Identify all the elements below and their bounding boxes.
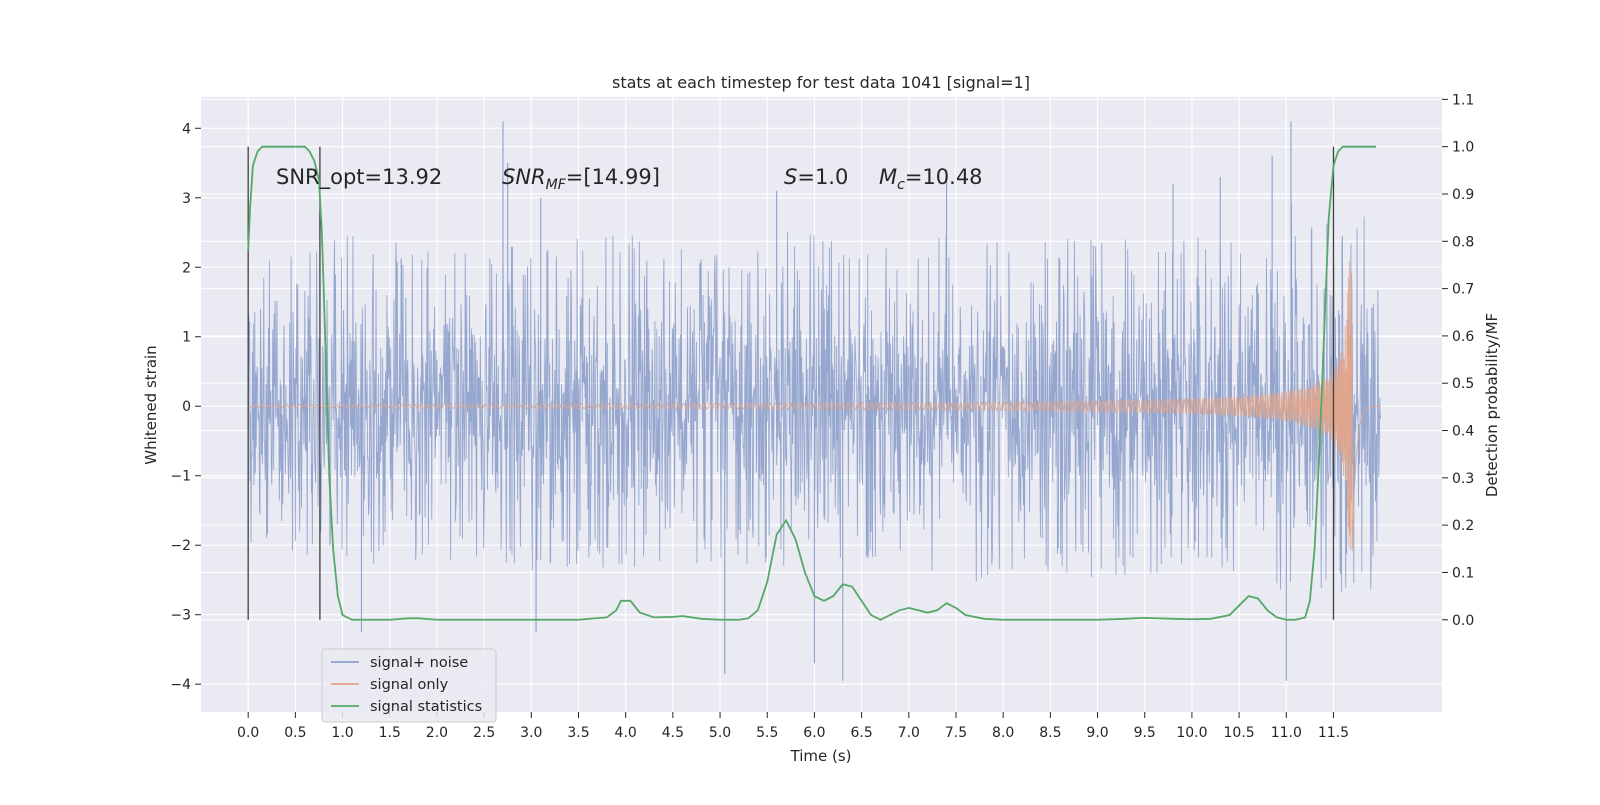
y-tick-label: 3 xyxy=(182,191,191,207)
y2-tick-label: 0.2 xyxy=(1452,518,1474,534)
legend-label-noise: signal+ noise xyxy=(370,655,468,671)
y2-tick-label: 0.4 xyxy=(1452,424,1474,440)
legend-label-statistics: signal statistics xyxy=(370,699,482,715)
x-tick-label: 4.0 xyxy=(615,725,637,741)
y-tick-label: −4 xyxy=(170,677,191,693)
annotation-mc: Mc=10.48 xyxy=(879,165,983,193)
y2-tick-label: 0.3 xyxy=(1452,471,1474,487)
y-tick-label: 0 xyxy=(182,399,191,415)
y2-tick-label: 0.7 xyxy=(1452,282,1474,298)
y2-tick-label: 1.1 xyxy=(1452,92,1474,108)
x-tick-label: 4.5 xyxy=(662,725,684,741)
y2-tick-label: 0.0 xyxy=(1452,613,1474,629)
x-tick-label: 3.0 xyxy=(520,725,542,741)
y-tick-label: 1 xyxy=(182,330,191,346)
x-tick-label: 10.0 xyxy=(1176,725,1207,741)
x-tick-label: 10.5 xyxy=(1224,725,1255,741)
x-axis-ticks: 0.0 0.5 1.0 1.5 2.0 2.5 3.0 3.5 4.0 4.5 5.0 5.5 6.0 6… xyxy=(237,712,1349,741)
y2-tick-label: 0.8 xyxy=(1452,234,1474,250)
y-tick-label: −1 xyxy=(170,469,191,485)
x-tick-label: 7.5 xyxy=(945,725,967,741)
y2-tick-label: 0.1 xyxy=(1452,565,1474,581)
y2-tick-label: 1.0 xyxy=(1452,140,1474,156)
x-tick-label: 3.5 xyxy=(567,725,589,741)
noise-series-line xyxy=(247,203,1382,592)
x-tick-label: 0.0 xyxy=(237,725,259,741)
legend: signal+ noise signal only signal statist… xyxy=(321,648,497,723)
y-tick-label: −2 xyxy=(170,538,191,554)
chart-title: stats at each timestep for test data 104… xyxy=(612,73,1030,92)
x-tick-label: 1.0 xyxy=(331,725,353,741)
x-tick-label: 2.0 xyxy=(426,725,448,741)
y2-tick-label: 0.5 xyxy=(1452,376,1474,392)
y-tick-label: −3 xyxy=(170,608,191,624)
legend-frame xyxy=(321,648,497,723)
x-tick-label: 8.0 xyxy=(992,725,1014,741)
x-tick-label: 8.5 xyxy=(1039,725,1061,741)
y-axis-ticks: −4 −3 −2 −1 0 1 2 3 4 xyxy=(170,121,201,693)
x-tick-label: 6.0 xyxy=(803,725,825,741)
x-tick-label: 6.5 xyxy=(850,725,872,741)
x-tick-label: 11.0 xyxy=(1271,725,1302,741)
legend-label-signal: signal only xyxy=(370,677,449,693)
y-tick-label: 2 xyxy=(182,260,191,276)
annotation-snr-mf: SNRMF=[14.99] xyxy=(502,165,660,193)
signal-series-line xyxy=(247,261,1381,552)
x-tick-label: 9.0 xyxy=(1086,725,1108,741)
signal-series-layer xyxy=(247,261,1381,552)
x-tick-label: 1.5 xyxy=(379,725,401,741)
x-axis-label: Time (s) xyxy=(790,747,852,765)
y2-axis-ticks: 0.0 0.1 0.2 0.3 0.4 0.5 0.6 0.7 0.8 0.9 1.0 1.1 xyxy=(1442,92,1474,629)
y2-axis-label: Detection probability/MF xyxy=(1483,313,1501,497)
x-tick-label: 7.0 xyxy=(898,725,920,741)
x-tick-label: 11.5 xyxy=(1318,725,1349,741)
x-tick-label: 5.5 xyxy=(756,725,778,741)
y-axis-label: Whitened strain xyxy=(142,345,160,464)
y2-tick-label: 0.6 xyxy=(1452,329,1474,345)
statistics-series-layer xyxy=(247,145,1376,621)
annotation-snr-opt: SNR_opt=13.92 xyxy=(276,165,442,190)
x-tick-label: 2.5 xyxy=(473,725,495,741)
statistics-series-line xyxy=(247,145,1376,621)
vertical-markers-layer xyxy=(247,146,1335,620)
x-tick-label: 5.0 xyxy=(709,725,731,741)
x-tick-label: 0.5 xyxy=(284,725,306,741)
y-tick-label: 4 xyxy=(182,121,191,137)
noise-series-layer xyxy=(247,121,1382,681)
y2-tick-label: 0.9 xyxy=(1452,187,1474,203)
annotation-s: S=1.0 xyxy=(784,165,848,189)
x-tick-label: 9.5 xyxy=(1134,725,1156,741)
